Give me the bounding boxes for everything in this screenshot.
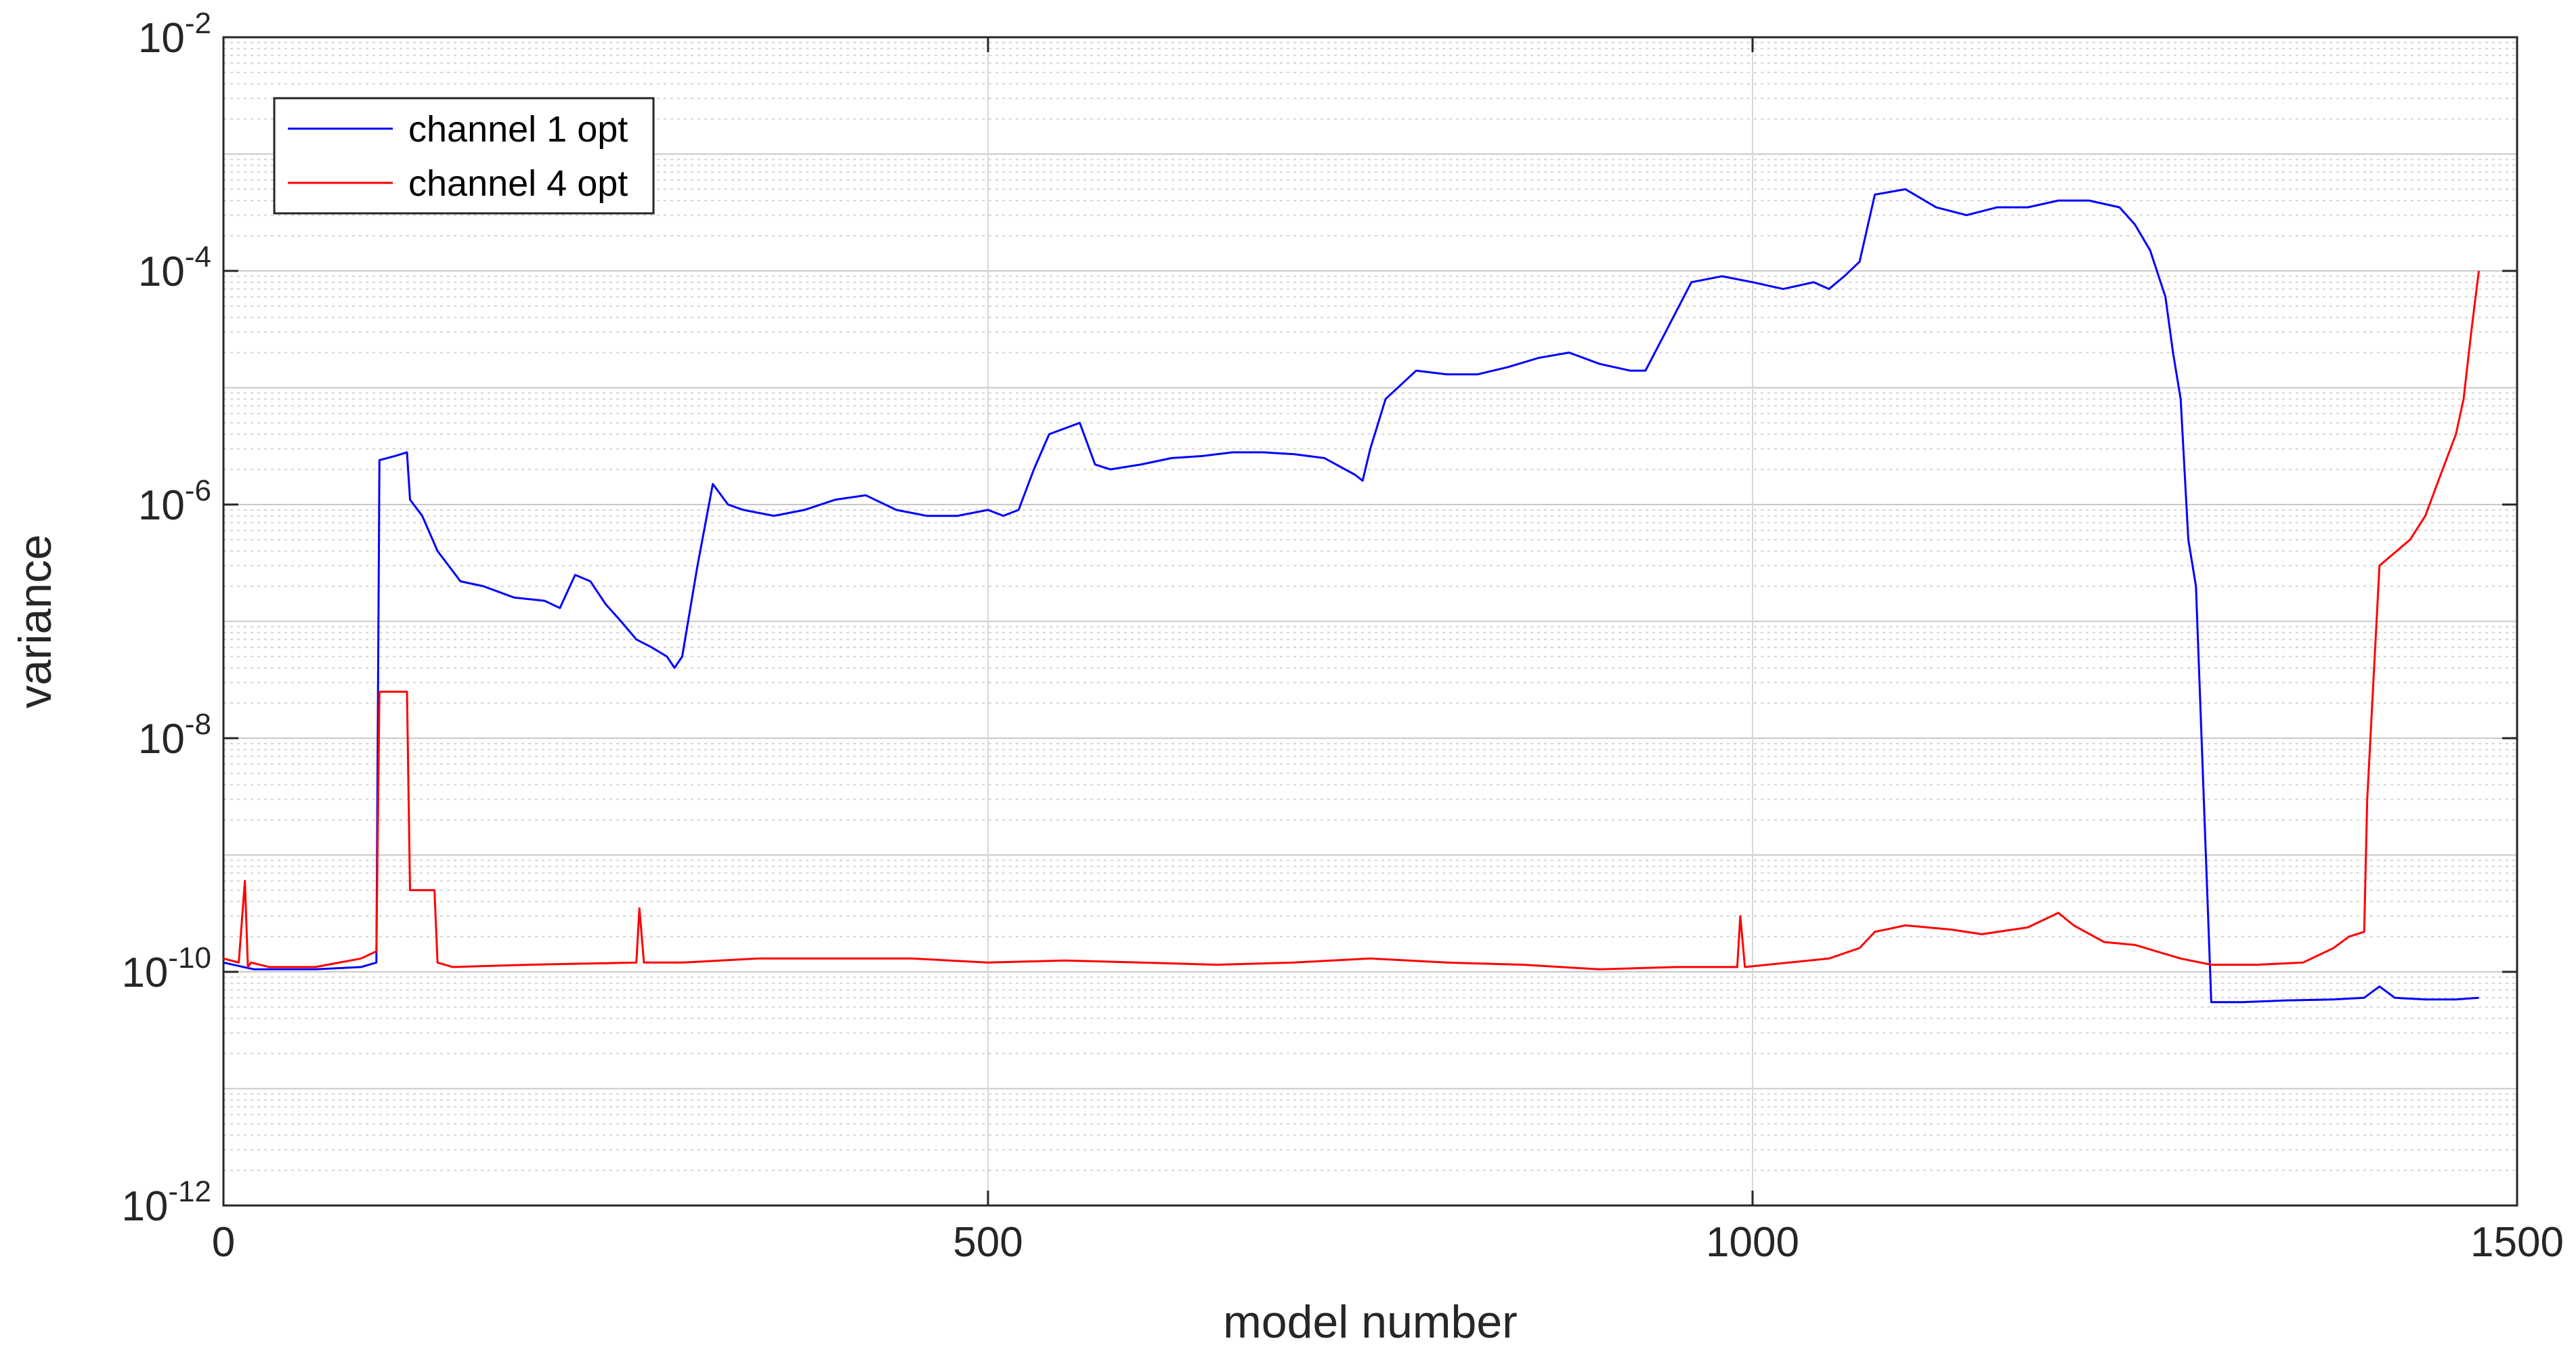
y-tick-label-base: 10 <box>121 949 168 996</box>
axis-ticks <box>222 36 2518 1207</box>
x-axis-label: model number <box>1223 1296 1518 1348</box>
y-tick-label-exponent: -12 <box>168 1175 211 1208</box>
x-tick-label: 1500 <box>2470 1219 2564 1266</box>
x-tick-label: 0 <box>212 1219 235 1266</box>
y-tick-label: 10-10 <box>121 941 211 996</box>
y-axis-label: variance <box>9 534 61 708</box>
y-tick-label: 10-2 <box>138 7 211 62</box>
y-tick-label-exponent: -4 <box>185 240 211 274</box>
y-tick-label: 10-8 <box>138 708 211 763</box>
plot-area-frame <box>222 36 2518 1207</box>
legend-box <box>273 97 655 215</box>
x-tick-labels: 0 500 1000 1500 <box>212 1219 2564 1266</box>
y-tick-label: 10-6 <box>138 474 211 529</box>
grid-minor <box>223 41 2517 1172</box>
legend[interactable]: channel 1 opt channel 4 opt <box>273 97 655 215</box>
x-tick-label: 1000 <box>1706 1219 1799 1266</box>
series-lines <box>223 188 2480 1004</box>
legend-entry-channel-1: channel 1 opt <box>408 109 628 150</box>
y-tick-label-exponent: -2 <box>185 7 211 40</box>
y-tick-label-exponent: -8 <box>185 708 211 741</box>
y-tick-label-base: 10 <box>138 15 185 62</box>
y-tick-label-exponent: -10 <box>168 941 211 975</box>
legend-entry-channel-4: channel 4 opt <box>408 163 628 204</box>
series-line-channel-1 <box>223 188 2479 1004</box>
y-tick-label-exponent: -6 <box>185 474 211 507</box>
series-line-channel-4 <box>223 270 2480 970</box>
x-tick-label: 500 <box>953 1219 1023 1266</box>
y-tick-label-base: 10 <box>138 716 185 763</box>
y-tick-label-base: 10 <box>138 482 185 529</box>
y-tick-label-base: 10 <box>121 1183 168 1230</box>
y-tick-label: 10-12 <box>121 1175 211 1230</box>
y-tick-label: 10-4 <box>138 240 211 295</box>
y-tick-label-base: 10 <box>138 249 185 295</box>
